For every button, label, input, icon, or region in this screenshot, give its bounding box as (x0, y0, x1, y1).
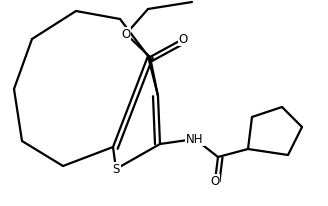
Text: O: O (178, 33, 188, 46)
Text: O: O (121, 28, 131, 41)
Text: O: O (210, 175, 220, 188)
Text: S: S (112, 163, 120, 176)
Text: NH: NH (186, 133, 204, 146)
